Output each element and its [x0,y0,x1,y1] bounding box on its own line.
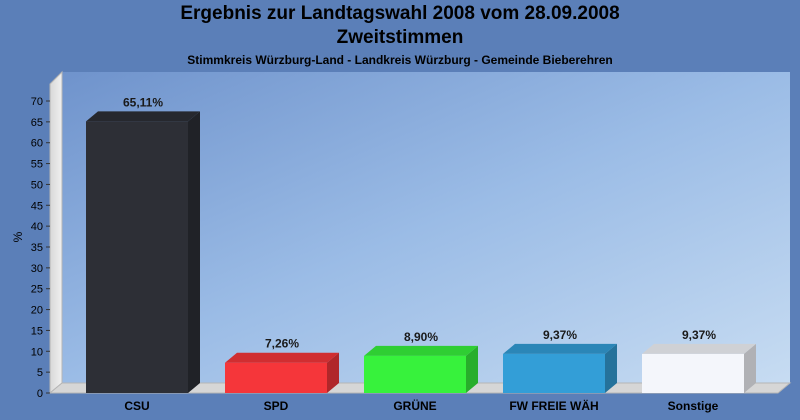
bar-top [86,111,200,122]
bar-top [503,343,617,354]
bar-fw-freie-wäh [503,343,617,393]
y-tick-label: 70 [31,96,43,108]
bar-csu [86,111,200,393]
y-tick-label: 60 [31,138,43,150]
bar-side [605,343,617,393]
y-axis-label: % [11,231,25,242]
x-category-label: GRÜNE [393,398,436,413]
bar-top [225,352,339,363]
bar-front [503,353,605,393]
y-tick-label: 30 [31,263,43,275]
bar-side [466,345,478,393]
bar-front [225,362,327,393]
x-category-label: CSU [124,399,149,413]
bar-value-label: 9,37% [543,328,577,342]
x-category-label: Sonstige [668,399,719,413]
y-tick-label: 10 [31,346,43,358]
y-tick-label: 15 [31,325,43,337]
chart-title: Ergebnis zur Landtagswahl 2008 vom 28.09… [180,3,620,24]
bar-value-label: 65,11% [123,95,163,109]
chart-title-line2: Zweitstimmen [336,27,464,48]
y-tick-label: 0 [37,388,43,400]
bar-sonstige [642,343,756,393]
bar-value-label: 7,26% [265,337,299,351]
bar-side [744,343,756,393]
bar-top [364,345,478,356]
plot-left-wall [49,70,63,395]
bar-side [327,352,339,393]
x-category-label: FW FREIE WÄH [509,398,598,413]
y-tick-label: 50 [31,179,43,191]
y-tick-label: 25 [31,284,43,296]
x-category-label: SPD [264,399,289,413]
bar-value-label: 8,90% [404,330,438,344]
bar-grüne [364,345,478,393]
y-tick-label: 55 [31,159,43,171]
y-tick-label: 45 [31,200,43,212]
bar-front [364,355,466,393]
bar-side [188,111,200,393]
y-tick-label: 5 [37,367,43,379]
bar-front [86,121,188,393]
bar-spd [225,352,339,393]
y-tick-label: 35 [31,242,43,254]
bar-top [642,343,756,354]
y-tick-label: 40 [31,221,43,233]
chart-subtitle: Stimmkreis Würzburg-Land - Landkreis Wür… [187,53,613,67]
bar-value-label: 9,37% [682,328,716,342]
bar-front [642,353,744,393]
y-tick-label: 65 [31,117,43,129]
y-tick-label: 20 [31,305,43,317]
